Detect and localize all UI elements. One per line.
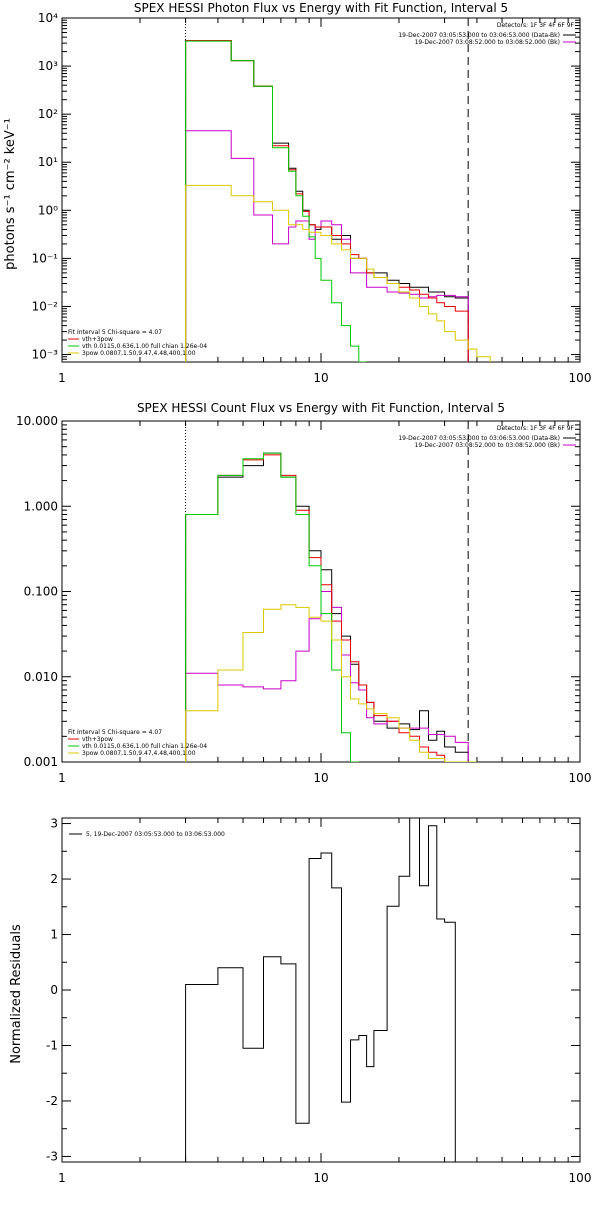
y-tick-label: 10.000 [16, 414, 58, 428]
legend-entry: 3pow 0.0807,1.50,9.47,4.48,400,1.00 [82, 750, 196, 757]
legend-entry: 19-Dec-2007 03:08:52.000 to 03:08:52.000… [415, 442, 560, 449]
y-tick-label: 10⁻³ [32, 348, 59, 362]
chart-title: SPEX HESSI Photon Flux vs Energy with Fi… [134, 1, 508, 15]
y-tick-label: 3 [50, 817, 58, 831]
y-tick-label: -2 [46, 1094, 58, 1108]
chart-title: SPEX HESSI Count Flux vs Energy with Fit… [137, 401, 505, 415]
y-axis-label: Normalized Residuals [9, 924, 24, 1064]
y-tick-label: 10² [38, 107, 58, 121]
y-tick-label: 10⁻² [32, 299, 59, 313]
y-tick-label: 0.100 [24, 585, 58, 599]
legend-entry: 5, 19-Dec-2007 03:05:53.000 to 03:06:53.… [86, 831, 225, 838]
y-tick-label: 10³ [38, 59, 58, 73]
series-line-1 [185, 40, 469, 362]
fit-summary: Fit Interval 5 Chi-square = 4.07 [68, 729, 162, 736]
x-tick-label: 100 [569, 771, 592, 785]
y-tick-label: 0 [50, 983, 58, 997]
y-tick-label: 10⁻¹ [32, 251, 59, 265]
series-line-5 [185, 184, 491, 362]
x-tick-label: 1 [58, 371, 66, 385]
chart-panel-3: 1 10 100 -3 -2 -1 0 1 2 3 Normalized Residuals 5, 1… [9, 817, 591, 1185]
chart-panel-2: SPEX HESSI Count Flux vs Energy with Fit… [16, 401, 591, 785]
y-tick-label: -3 [46, 1149, 58, 1163]
series-line-4 [185, 40, 367, 362]
x-tick-label: 1 [58, 771, 66, 785]
y-tick-label: -1 [46, 1038, 58, 1052]
y-tick-label: 1.000 [24, 499, 58, 513]
plot-frame [61, 817, 581, 1163]
legend-entry: 19-Dec-2007 03:05:53.000 to 03:06:53.000… [398, 32, 560, 39]
series-line-2 [185, 591, 469, 762]
series-line-1 [185, 818, 456, 1162]
legend-entry: 19-Dec-2007 03:08:52.000 to 03:08:52.000… [415, 39, 560, 46]
y-tick-label: 10¹ [38, 155, 58, 169]
legend-entry: 3pow 0.0807,1.50,9.47,4.48,400,1.00 [82, 350, 196, 357]
x-tick-label: 100 [569, 1171, 592, 1185]
legend-entry: vth+3pow [82, 336, 113, 343]
legend-entry: vth 0.0115,0.636,1.00 full chian 1.26e-0… [82, 343, 207, 350]
series-line-1 [185, 452, 469, 762]
detectors-label: Detectors: 1F 3F 4F 6F 9F [497, 22, 575, 29]
x-tick-label: 10 [313, 771, 328, 785]
series-line-3 [185, 40, 469, 362]
x-tick-label: 10 [313, 371, 328, 385]
series-line-2 [185, 130, 469, 362]
y-tick-label: 10⁴ [38, 11, 58, 25]
y-tick-label: 2 [50, 872, 58, 886]
y-tick-label: 0.010 [24, 670, 58, 684]
legend-entry: vth 0.0115,0.636,1.00 full chian 1.26e-0… [82, 743, 207, 750]
plot-frame [61, 17, 581, 363]
y-axis-label: photons s⁻¹ cm⁻² keV⁻¹ [3, 118, 18, 270]
series-line-4 [185, 452, 359, 762]
detectors-label: Detectors: 1F 3F 4F 6F 9F [497, 425, 575, 432]
series-line-5 [185, 604, 477, 762]
legend-entry: vth+3pow [82, 736, 113, 743]
chart-panel-1: SPEX HESSI Photon Flux vs Energy with Fi… [3, 1, 591, 385]
y-tick-label: 1 [50, 928, 58, 942]
legend-entry: 19-Dec-2007 03:05:53.000 to 03:06:53.000… [398, 435, 560, 442]
x-tick-label: 1 [58, 1171, 66, 1185]
y-tick-label: 0.001 [24, 755, 58, 769]
series-line-3 [185, 454, 469, 762]
x-tick-label: 100 [569, 371, 592, 385]
y-tick-label: 10⁰ [38, 203, 58, 217]
fit-summary: Fit Interval 5 Chi-square = 4.07 [68, 329, 162, 336]
x-tick-label: 10 [313, 1171, 328, 1185]
